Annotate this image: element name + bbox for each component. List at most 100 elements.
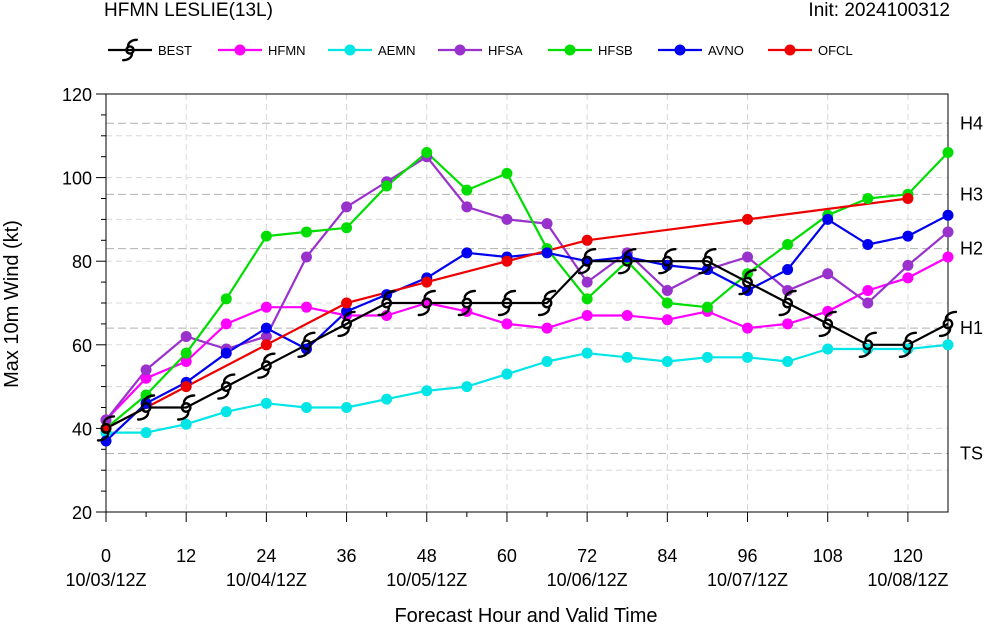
best-track-marker [417, 289, 436, 317]
x-date-label: 10/05/12Z [386, 570, 467, 590]
x-tick-label: 72 [577, 546, 597, 566]
y-tick-label: 100 [62, 169, 92, 189]
point-hfsa [862, 297, 874, 309]
best-track-marker [497, 289, 517, 317]
point-hfsa [902, 259, 914, 271]
x-tick-label: 60 [497, 546, 517, 566]
point-hfmn [942, 251, 954, 263]
point-aemn [180, 418, 192, 430]
legend-item-ofcl: OFCL [768, 43, 853, 58]
best-track-marker [337, 310, 356, 338]
point-aemn [661, 356, 673, 368]
y-axis-title: Max 10m Wind (kt) [1, 220, 23, 388]
point-ofcl [902, 193, 914, 204]
best-track-marker [618, 248, 637, 275]
intensity-thresholds: TS H1 H2 H3 H4 [106, 113, 983, 463]
x-date-label: 10/08/12Z [867, 570, 948, 590]
point-hfsa [541, 218, 553, 230]
point-aemn [341, 402, 353, 413]
y-tick-label: 20 [72, 503, 92, 523]
point-hfmn [220, 318, 232, 330]
x-tick-label: 24 [256, 546, 276, 566]
point-ofcl [742, 213, 754, 225]
legend-marker [784, 44, 796, 56]
point-hfsa [140, 364, 152, 376]
point-hfsa [742, 251, 754, 263]
point-aemn [501, 368, 513, 380]
point-aemn [140, 427, 152, 439]
point-hfsb [501, 167, 513, 179]
point-aemn [822, 343, 834, 355]
point-hfsb [862, 193, 874, 204]
point-ofcl [341, 297, 353, 309]
init-time: Init: 2024100312 [808, 0, 950, 21]
legend-marker [564, 44, 576, 56]
legend-item-hfmn: HFMN [218, 43, 306, 58]
point-hfmn [581, 310, 593, 322]
y-tick-label: 80 [72, 252, 92, 272]
best-track-marker [577, 248, 597, 275]
point-aemn [220, 406, 232, 418]
best-track-marker [738, 268, 757, 296]
best-track-marker [297, 331, 316, 358]
point-hfsb [260, 230, 272, 242]
x-tick-label: 48 [417, 546, 437, 566]
point-hfmn [862, 284, 874, 296]
legend-label: HFMN [268, 43, 306, 58]
point-avno [942, 209, 954, 221]
point-hfmn [501, 318, 513, 330]
best-track-marker [377, 289, 396, 317]
point-hfsa [661, 284, 673, 296]
point-avno [822, 213, 834, 225]
x-tick-label: 12 [176, 546, 196, 566]
legend-label: BEST [158, 43, 192, 58]
point-aemn [421, 385, 433, 397]
point-hfsb [381, 180, 393, 192]
series-line-hfmn [105, 256, 949, 421]
x-tick-label: 36 [337, 546, 357, 566]
legend-item-best: BEST [108, 38, 192, 62]
threshold-label: H1 [960, 318, 983, 338]
point-ofcl [501, 255, 513, 267]
point-avno [220, 347, 232, 359]
threshold-label: TS [960, 443, 983, 463]
point-aemn [581, 347, 593, 359]
point-hfsb [341, 222, 353, 234]
legend-label: OFCL [818, 43, 853, 58]
x-axis-title: Forecast Hour and Valid Time [394, 605, 657, 624]
point-ofcl [260, 339, 272, 351]
point-avno [862, 238, 874, 250]
point-hfsb [942, 147, 954, 159]
point-hfsb [421, 147, 433, 159]
series-line-hfsa [105, 155, 949, 421]
legend-marker [674, 44, 686, 56]
point-hfsa [501, 213, 513, 225]
point-avno [902, 230, 914, 242]
point-avno [260, 322, 272, 334]
x-date-label: 10/06/12Z [547, 570, 628, 590]
point-aemn [701, 351, 713, 363]
point-aemn [782, 356, 794, 368]
legend-label: AEMN [378, 43, 416, 58]
best-track-marker [457, 289, 477, 317]
point-hfsa [461, 201, 473, 213]
point-aemn [381, 393, 393, 405]
point-aemn [461, 381, 473, 393]
best-track-marker [217, 373, 236, 400]
y-tick-label: 60 [72, 336, 92, 356]
best-track-marker [818, 310, 837, 338]
legend-marker [454, 44, 466, 56]
point-avno [461, 247, 473, 259]
series-line-best [105, 260, 949, 430]
x-date-label: 10/07/12Z [707, 570, 788, 590]
point-hfsb [701, 301, 713, 313]
point-hfmn [300, 301, 312, 313]
best-track-marker [698, 248, 717, 275]
point-hfsa [341, 201, 353, 213]
point-avno [782, 264, 794, 276]
series-line-hfsb [105, 151, 949, 430]
point-hfsb [661, 297, 673, 309]
best-track-marker [257, 352, 276, 379]
point-hfmn [902, 272, 914, 284]
